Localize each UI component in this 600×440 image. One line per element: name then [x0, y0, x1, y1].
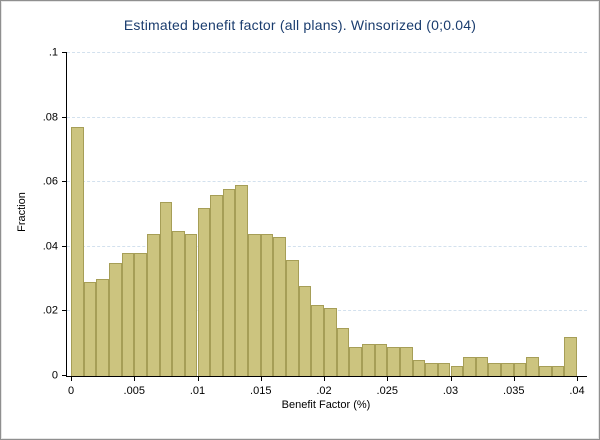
histogram-bar: [399, 346, 413, 376]
y-tick-mark: [62, 375, 67, 376]
y-axis-label: Fraction: [16, 192, 28, 232]
histogram-bar: [425, 363, 438, 376]
x-tick-mark: [450, 376, 452, 381]
gridline: [67, 245, 587, 247]
y-tick-label: .04: [42, 240, 58, 253]
histogram-bar: [324, 308, 337, 376]
histogram-bar: [273, 237, 287, 376]
chart-title: Estimated benefit factor (all plans). Wi…: [123, 17, 477, 33]
y-tick-label: .08: [42, 111, 58, 124]
histogram-bar: [298, 285, 312, 376]
histogram-bar: [539, 366, 552, 376]
y-tick-mark: [62, 181, 67, 183]
histogram-bar: [437, 363, 451, 376]
histogram-bar: [248, 233, 261, 376]
histogram-bar: [564, 337, 577, 376]
histogram-bar: [349, 346, 362, 376]
gridline: [67, 181, 587, 183]
histogram-bar: [108, 262, 122, 376]
histogram-bar: [159, 201, 173, 376]
y-tick-mark: [62, 245, 67, 247]
x-tick-label: .025: [376, 385, 398, 397]
y-tick-mark: [62, 310, 67, 312]
histogram-bar: [463, 356, 476, 376]
y-tick-label: .1: [48, 46, 58, 59]
x-tick-label: .04: [569, 385, 585, 397]
x-tick-mark: [324, 376, 325, 381]
x-axis-label: Benefit Factor (%): [281, 399, 371, 411]
x-tick-mark: [387, 376, 389, 381]
histogram-bar: [488, 363, 502, 376]
x-tick-label: .02: [316, 385, 332, 397]
histogram-bar: [83, 282, 97, 376]
gridline: [67, 52, 587, 53]
histogram-bar: [286, 259, 299, 376]
histogram-bar: [210, 195, 223, 376]
y-tick-label: 0: [51, 369, 58, 382]
y-tick-label: .06: [42, 175, 58, 188]
y-tick-mark: [62, 116, 67, 118]
histogram-bar: [526, 356, 540, 376]
histogram-bar: [361, 343, 375, 376]
histogram-bar: [412, 359, 426, 376]
histogram-bar: [336, 327, 350, 376]
histogram-bar: [513, 363, 527, 376]
histogram-bar: [134, 253, 147, 376]
x-tick-label: .03: [442, 385, 459, 397]
gridline: [67, 116, 587, 118]
x-tick-label: 0: [67, 385, 75, 397]
histogram-bar: [172, 230, 185, 376]
x-tick-label: .015: [250, 385, 272, 397]
x-tick-mark: [513, 376, 515, 381]
histogram-bar: [96, 279, 109, 376]
histogram-bar: [235, 185, 249, 376]
histogram-bar: [450, 366, 464, 376]
histogram-bar: [387, 346, 400, 376]
x-tick-mark: [260, 376, 262, 381]
histogram-bar: [475, 356, 489, 376]
histogram-bar: [501, 363, 514, 376]
x-tick-mark: [71, 376, 72, 381]
x-tick-label: .005: [123, 385, 145, 397]
x-tick-mark: [134, 376, 136, 381]
histogram-bar: [121, 253, 135, 376]
histogram-bar: [71, 127, 84, 376]
x-tick-mark: [197, 376, 199, 381]
histogram-bar: [146, 233, 160, 376]
plot-area: 0 .02 .04 .06 .08 .1 0 .005 .01 .015 .02 .025 .03 .03…: [43, 47, 587, 397]
x-tick-label: .01: [189, 385, 206, 397]
x-tick-mark: [577, 376, 578, 381]
histogram-bar: [184, 233, 198, 376]
histogram-bar: [374, 343, 388, 376]
histogram-bar: [197, 208, 211, 376]
y-tick-label: .02: [42, 304, 58, 317]
histogram-bar: [260, 233, 274, 376]
x-tick-label: .035: [503, 385, 525, 397]
y-tick-mark: [62, 52, 67, 53]
histogram-bar: [551, 366, 565, 376]
histogram-bar: [222, 188, 236, 376]
histogram-bar: [311, 304, 324, 376]
